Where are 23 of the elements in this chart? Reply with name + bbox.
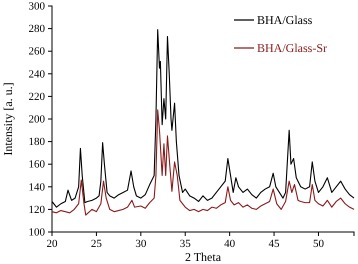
x-axis-title: 2 Theta: [184, 250, 222, 264]
y-tick-label: 200: [28, 114, 46, 126]
y-tick-label: 140: [28, 181, 46, 194]
y-tick-label: 280: [28, 23, 46, 36]
x-tick-label: 40: [224, 238, 236, 250]
y-tick-label: 260: [28, 46, 46, 58]
y-tick-label: 100: [28, 226, 46, 239]
line-series: [51, 109, 355, 216]
y-tick-label: 120: [28, 204, 46, 216]
legend-label: BHA/Glass-Sr: [257, 41, 328, 55]
y-tick-label: 160: [28, 158, 46, 171]
x-tick-label: 35: [180, 238, 192, 250]
x-tick-label: 20: [46, 238, 58, 250]
y-tick-label: 240: [28, 68, 46, 80]
x-tick-label: 45: [268, 238, 280, 250]
x-tick-label: 25: [90, 238, 102, 250]
x-tick-label: 50: [312, 238, 324, 250]
x-tick-label: 30: [135, 238, 147, 250]
y-axis-title: Intensity [a. u.]: [1, 82, 15, 156]
legend-label: BHA/Glass: [257, 13, 313, 27]
y-tick-label: 300: [28, 0, 46, 13]
y-tick-label: 220: [28, 90, 46, 103]
y-tick-label: 180: [28, 136, 46, 148]
